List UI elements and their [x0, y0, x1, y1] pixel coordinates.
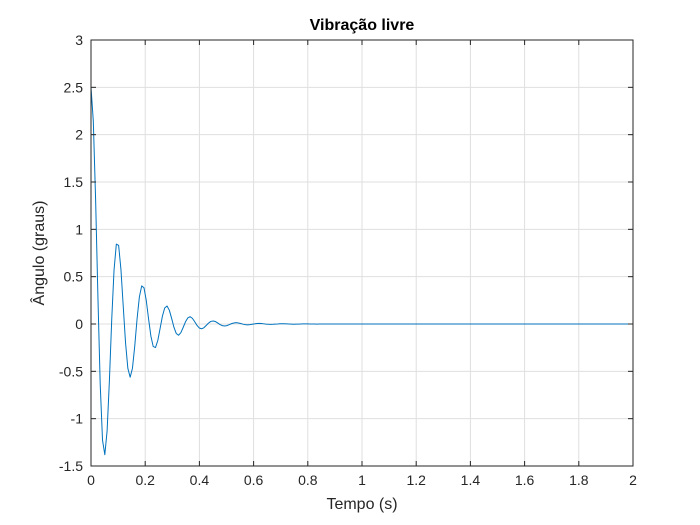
- y-tick-label: 3: [75, 32, 83, 48]
- x-tick-label: 0.4: [190, 472, 210, 488]
- y-tick-label: -1: [71, 411, 84, 427]
- y-tick-label: 0.5: [64, 269, 84, 285]
- series-line: [90, 87, 633, 456]
- x-tick-label: 0: [87, 472, 95, 488]
- x-axis-ticks: 0 0.2 0.4 0.6 0.8 1 1.2 1.4 1.6 1.8 2: [87, 40, 637, 488]
- y-tick-label: 2.5: [64, 79, 84, 95]
- y-tick-label: 1.5: [64, 174, 84, 190]
- x-tick-label: 1.8: [569, 472, 589, 488]
- x-tick-label: 0.8: [298, 472, 318, 488]
- y-tick-label: -1.5: [59, 458, 83, 474]
- y-axis-ticks: -1.5 -1 -0.5 0 0.5 1 1.5 2 2.5 3: [59, 32, 633, 474]
- x-tick-label: 0.2: [135, 472, 155, 488]
- x-tick-label: 1.6: [515, 472, 535, 488]
- x-tick-label: 1.2: [406, 472, 426, 488]
- y-tick-label: -0.5: [59, 363, 83, 379]
- x-axis-label: Tempo (s): [326, 496, 397, 513]
- y-axis-label: Ângulo (graus): [29, 201, 48, 306]
- x-tick-label: 1.4: [461, 472, 481, 488]
- y-tick-label: 1: [75, 221, 83, 237]
- y-tick-label: 2: [75, 127, 83, 143]
- data-series: [90, 87, 633, 456]
- chart-title: Vibração livre: [310, 17, 415, 34]
- y-tick-label: 0: [75, 316, 83, 332]
- x-tick-label: 2: [629, 472, 637, 488]
- x-tick-label: 0.6: [244, 472, 264, 488]
- x-tick-label: 1: [358, 472, 366, 488]
